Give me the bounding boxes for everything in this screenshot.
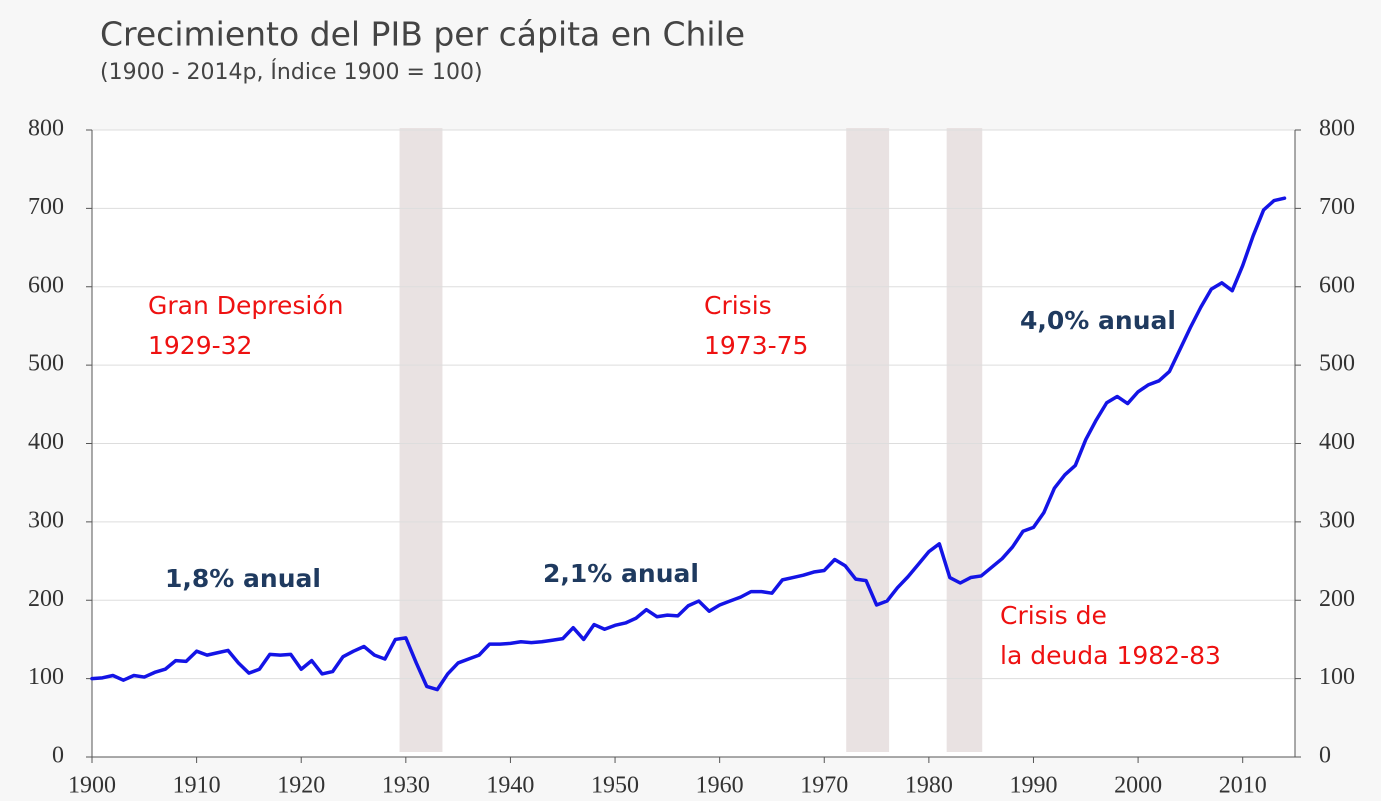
x-tick-label: 1910 xyxy=(173,773,221,799)
x-tick-label: 2010 xyxy=(1219,773,1267,799)
annotation: 2,1% anual xyxy=(543,559,699,588)
x-tick-label: 1920 xyxy=(277,773,325,799)
x-tick-label: 1900 xyxy=(68,773,116,799)
annotation: 1929-32 xyxy=(148,331,252,360)
y-tick-label: 0 xyxy=(52,743,64,769)
x-tick-label: 1930 xyxy=(382,773,430,799)
x-tick-label: 1980 xyxy=(905,773,953,799)
x-tick-label: 1950 xyxy=(591,773,639,799)
x-tick-label: 1960 xyxy=(696,773,744,799)
x-tick-label: 1990 xyxy=(1009,773,1057,799)
y2-tick-label: 700 xyxy=(1319,194,1355,220)
x-tick-label: 1940 xyxy=(486,773,534,799)
y2-tick-label: 800 xyxy=(1319,116,1355,142)
y2-tick-label: 100 xyxy=(1319,664,1355,690)
y2-tick-label: 500 xyxy=(1319,351,1355,377)
y2-tick-label: 600 xyxy=(1319,272,1355,298)
shaded-period xyxy=(399,128,443,752)
x-tick-label: 2000 xyxy=(1114,773,1162,799)
y-tick-label: 800 xyxy=(28,116,64,142)
y-tick-label: 700 xyxy=(28,194,64,220)
chart-title: Crecimiento del PIB per cápita en Chile xyxy=(100,15,745,54)
y-tick-label: 100 xyxy=(28,664,64,690)
y-tick-label: 600 xyxy=(28,272,64,298)
chart-subtitle: (1900 - 2014p, Índice 1900 = 100) xyxy=(100,59,483,85)
data-line xyxy=(90,196,1287,692)
x-tick-label: 1970 xyxy=(800,773,848,799)
y-tick-label: 500 xyxy=(28,351,64,377)
annotation: 1,8% anual xyxy=(165,564,321,593)
annotation: Crisis de xyxy=(1000,601,1107,630)
annotation: Gran Depresión xyxy=(148,291,343,320)
annotation: Crisis xyxy=(704,291,772,320)
shaded-period xyxy=(946,128,983,752)
y2-tick-label: 0 xyxy=(1319,743,1331,769)
annotation: la deuda 1982-83 xyxy=(1000,641,1221,670)
y-tick-label: 200 xyxy=(28,586,64,612)
y-tick-label: 300 xyxy=(28,507,64,533)
y2-tick-label: 200 xyxy=(1319,586,1355,612)
annotation: 1973-75 xyxy=(704,331,808,360)
y-tick-label: 400 xyxy=(28,429,64,455)
shaded-period xyxy=(846,128,890,752)
y2-tick-label: 300 xyxy=(1319,507,1355,533)
y2-tick-label: 400 xyxy=(1319,429,1355,455)
annotation: 4,0% anual xyxy=(1020,306,1176,335)
